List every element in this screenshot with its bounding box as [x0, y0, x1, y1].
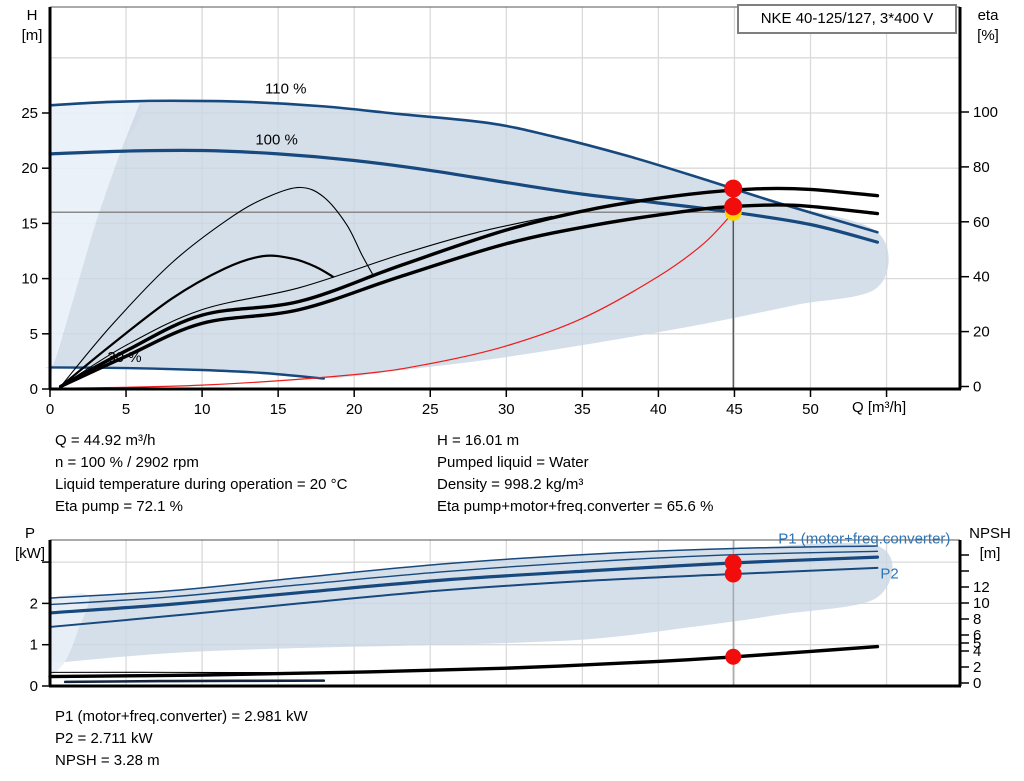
npsh-axis-symbol: NPSH	[969, 525, 1011, 542]
npsh-axis-label: NPSH [m]	[960, 524, 1020, 564]
eta-axis-unit: [%]	[977, 27, 999, 44]
duty-density: Density = 998.2 kg/m³	[437, 476, 584, 493]
x-tick-label: 25	[422, 401, 439, 418]
duty-point-eta-total	[724, 197, 743, 216]
right-tick-label: 8	[973, 611, 981, 628]
right-tick-label: 12	[973, 579, 990, 596]
left-tick-label: 2	[30, 595, 38, 612]
right-tick-label: 10	[973, 595, 990, 612]
eta-arc-thin	[60, 186, 374, 388]
x-tick-label: 0	[46, 401, 54, 418]
right-tick-label: 80	[973, 159, 990, 176]
duty-h-value: H = 16.01 m	[437, 432, 520, 449]
p-axis-symbol: P	[24, 525, 35, 542]
h-axis-symbol: H	[26, 7, 38, 24]
eta-arc-mid	[59, 254, 335, 388]
left-tick-label: 0	[30, 678, 38, 695]
left-tick-label: 10	[21, 271, 38, 288]
duty-eta-pump: Eta pump = 72.1 %	[55, 498, 183, 515]
right-tick-label: 60	[973, 214, 990, 231]
right-tick-label: 40	[973, 269, 990, 286]
right-tick-label: 5	[973, 635, 981, 652]
left-tick-label: 25	[21, 105, 38, 122]
power-envelope	[50, 542, 893, 664]
curve-label: 110 %	[265, 81, 306, 98]
p-axis-unit: [kW]	[15, 545, 45, 562]
x-tick-label: 45	[726, 401, 743, 418]
power-data-block: P1 (motor+freq.converter) = 2.981 kW P2 …	[55, 706, 308, 772]
left-tick-label: 20	[21, 160, 38, 177]
duty-pumped-liquid: Pumped liquid = Water	[437, 454, 589, 471]
x-tick-label: 35	[574, 401, 591, 418]
curve-label: 100 %	[255, 131, 298, 148]
eta-pump-curve	[58, 186, 880, 389]
eta-thin-2	[60, 215, 553, 388]
left-tick-label: 0	[30, 381, 38, 398]
left-tick-label: 5	[30, 326, 38, 343]
eta-total-curve	[58, 203, 880, 389]
x-tick-label: 10	[194, 401, 211, 418]
p-envelope-top	[49, 545, 879, 599]
right-tick-label: 4	[973, 643, 981, 660]
left-tick-label: 15	[21, 215, 38, 232]
curve-label: P1 (motor+freq.converter)	[778, 531, 950, 548]
duty-speed-value: n = 100 % / 2902 rpm	[55, 454, 199, 471]
duty-data-left: Q = 44.92 m³/h n = 100 % / 2902 rpm Liqu…	[55, 430, 347, 518]
x-tick-label: 5	[122, 401, 130, 418]
p2-value: P2 = 2.711 kW	[55, 730, 153, 747]
x-tick-label: 20	[346, 401, 363, 418]
curve-label: 30 %	[107, 349, 141, 366]
right-tick-label: 6	[973, 627, 981, 644]
reduced-speed-parabola	[49, 211, 734, 390]
duty-liquid-temp: Liquid temperature during operation = 20…	[55, 476, 348, 493]
duty-point-p2	[724, 565, 742, 583]
qh-chart: 0 5 10 15 20 25 30 35 40 45 50 0 5 10 15 20 25 0 20 40 60 80 1…	[21, 6, 998, 418]
power-envelope-pale	[50, 593, 90, 678]
q-axis-label: Q [m³/h]	[852, 399, 907, 416]
h-axis-label: H [m]	[14, 6, 50, 46]
right-tick-label: 2	[973, 659, 981, 676]
curve-label: P2	[880, 565, 898, 582]
duty-point-npsh	[725, 648, 742, 665]
npsh-value: NPSH = 3.28 m	[55, 752, 160, 769]
pump-model-title: NKE 40-125/127, 3*400 V	[737, 4, 957, 34]
npsh-curve	[48, 644, 880, 679]
right-tick-label: 20	[973, 324, 990, 341]
x-tick-label: 15	[270, 401, 287, 418]
duty-data-right: H = 16.01 m Pumped liquid = Water Densit…	[437, 430, 713, 518]
x-tick-label: 50	[802, 401, 819, 418]
duty-point-eta-pump	[724, 179, 743, 198]
right-tick-label: 0	[973, 675, 981, 692]
operating-envelope	[45, 101, 889, 379]
x-tick-label: 30	[498, 401, 515, 418]
h-axis-unit: [m]	[21, 27, 43, 44]
npsh-axis-unit: [m]	[979, 545, 1001, 562]
envelope-pale	[50, 99, 143, 387]
x-tick-label: 40	[650, 401, 667, 418]
right-tick-label: 100	[973, 104, 998, 121]
p-axis-label: P [kW]	[8, 524, 52, 564]
duty-eta-total: Eta pump+motor+freq.converter = 65.6 %	[437, 498, 714, 515]
left-tick-label: 1	[30, 637, 38, 654]
right-tick-label: 0	[973, 379, 981, 396]
p-30-thick	[63, 679, 326, 684]
p1-value: P1 (motor+freq.converter) = 2.981 kW	[55, 708, 308, 725]
eta-axis-label: eta [%]	[966, 6, 1010, 46]
duty-q-value: Q = 44.92 m³/h	[55, 432, 156, 449]
eta-axis-symbol: eta	[977, 7, 999, 24]
